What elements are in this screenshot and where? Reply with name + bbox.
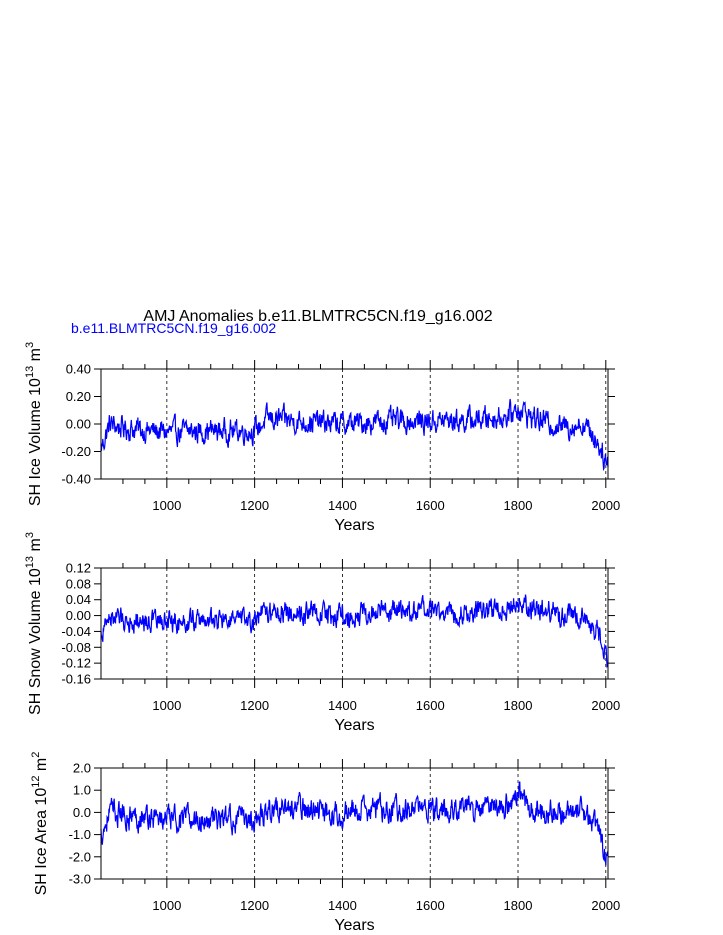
y-tick-label: 2.0: [73, 761, 91, 776]
series-line: [100, 781, 609, 866]
x-tick-label: 1400: [328, 498, 357, 513]
x-tick-label: 1200: [240, 498, 269, 513]
y-tick-label: -0.16: [61, 672, 91, 687]
y-tick-label: 0.40: [66, 362, 91, 377]
x-tick-label: 1000: [152, 698, 181, 713]
y-tick-label: -0.40: [61, 472, 91, 487]
series-line: [100, 398, 609, 472]
plot-frame: [100, 767, 609, 880]
x-tick-label: 1800: [504, 698, 533, 713]
y-tick-label: 1.0: [73, 783, 91, 798]
x-tick-label: 1800: [504, 498, 533, 513]
x-axis-label: Years: [334, 917, 374, 934]
y-axis-label: SH Snow Volume 1013 m3: [24, 532, 44, 715]
chart-title: AMJ Anomalies b.e11.BLMTRC5CN.f19_g16.00…: [143, 308, 492, 325]
panel-2: 1000 1200 1400 1600 1800 2000 -0.16-0.12-0.08-…: [24, 532, 620, 734]
x-tick-label: 1200: [240, 698, 269, 713]
panel-1: 1000 1200 1400 1600 1800 2000 -0.40 -0.20 0.00 0.…: [24, 342, 620, 534]
x-tick-label: 2000: [591, 898, 620, 913]
y-tick-label: -3.0: [69, 872, 91, 887]
y-tick-label: 0.00: [66, 417, 91, 432]
y-tick-label: -1.0: [69, 827, 91, 842]
x-tick-label: 1400: [328, 698, 357, 713]
y-tick-label: 0.12: [66, 561, 91, 576]
y-tick-label: 0.08: [66, 576, 91, 591]
y-tick-label: 0.04: [66, 592, 91, 607]
x-axis-label: Years: [334, 717, 374, 734]
x-axis-label: Years: [334, 517, 374, 534]
y-tick-label: 0.0: [73, 805, 91, 820]
y-axis-label: SH Ice Volume 1013 m3: [24, 342, 44, 506]
y-tick-label: -2.0: [69, 849, 91, 864]
x-tick-label: 1000: [152, 898, 181, 913]
x-tick-label: 1600: [416, 498, 445, 513]
x-tick-label: 1600: [416, 898, 445, 913]
y-tick-label: -0.04: [61, 624, 91, 639]
series-line: [100, 594, 609, 669]
y-tick-label: 0.20: [66, 389, 91, 404]
legend-label: b.e11.BLMTRC5CN.f19_g16.002: [71, 320, 276, 336]
y-tick-label: 0.00: [66, 608, 91, 623]
x-tick-label: 2000: [591, 698, 620, 713]
x-tick-label: 1200: [240, 898, 269, 913]
y-tick-label: -0.08: [61, 640, 91, 655]
x-tick-label: 1800: [504, 898, 533, 913]
x-tick-label: 2000: [591, 498, 620, 513]
panels: 1000 1200 1400 1600 1800 2000-0.40-0.200.000.…: [24, 342, 620, 934]
plot-frame: [100, 567, 609, 680]
x-tick-label: 1400: [328, 898, 357, 913]
y-tick-label: -0.12: [61, 656, 91, 671]
y-axis-label: SH Ice Area 1012 m2: [30, 752, 50, 896]
x-tick-label: 1000: [152, 498, 181, 513]
y-tick-label: -0.20: [61, 444, 91, 459]
panel-3: 1000 1200 1400 1600 1800 2000 -3.0 -2.0 -1.0 0.0 1…: [30, 752, 620, 934]
x-tick-label: 1600: [416, 698, 445, 713]
